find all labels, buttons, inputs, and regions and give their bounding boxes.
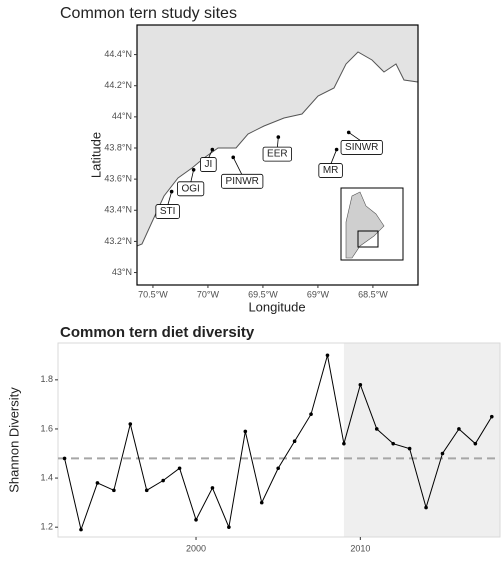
diversity-point bbox=[342, 441, 346, 446]
site-point bbox=[231, 155, 236, 160]
leader-line bbox=[330, 149, 337, 165]
leader-line bbox=[232, 157, 243, 176]
diversity-point bbox=[473, 441, 478, 446]
x-tick-label: 69°W bbox=[307, 289, 330, 299]
diversity-point bbox=[309, 412, 313, 417]
shaded-period bbox=[343, 343, 500, 537]
leader-line bbox=[348, 132, 362, 142]
x-tick-label: 2000 bbox=[186, 543, 206, 553]
leader-line bbox=[276, 137, 279, 149]
x-tick-label: 2010 bbox=[350, 543, 370, 553]
site-point bbox=[210, 147, 215, 152]
diversity-point bbox=[407, 446, 412, 451]
diversity-point bbox=[177, 466, 182, 471]
site-label: EER bbox=[267, 149, 288, 160]
site-label: SINWR bbox=[345, 142, 378, 153]
coastline bbox=[136, 24, 419, 247]
inset-map bbox=[340, 187, 404, 261]
label-box bbox=[221, 173, 264, 189]
x-tick-label: 68.5°W bbox=[358, 289, 388, 299]
label-box bbox=[318, 163, 343, 178]
leader-line bbox=[167, 191, 173, 206]
diversity-point bbox=[489, 414, 494, 419]
x-tick-label: 70.5°W bbox=[138, 289, 168, 299]
site-point bbox=[334, 147, 339, 152]
y-tick-label: 44.2°N bbox=[104, 80, 132, 90]
y-tick-label: 43.8°N bbox=[104, 142, 132, 152]
y-tick-label: 1.2 bbox=[40, 522, 53, 532]
leader-line bbox=[190, 169, 195, 183]
label-box bbox=[177, 181, 205, 197]
diversity-point bbox=[424, 505, 428, 510]
diversity-point bbox=[358, 382, 363, 387]
y-tick-label: 1.6 bbox=[40, 423, 53, 433]
y-tick-label: 1.8 bbox=[40, 374, 53, 384]
diversity-point bbox=[259, 500, 264, 505]
site-label: PINWR bbox=[226, 176, 259, 187]
diversity-point bbox=[440, 451, 445, 456]
plot-frame bbox=[57, 342, 501, 538]
diversity-point bbox=[144, 488, 149, 493]
map-frame bbox=[136, 24, 419, 286]
diversity-point bbox=[325, 353, 330, 358]
y-tick-label: 1.4 bbox=[40, 472, 53, 482]
label-box bbox=[155, 204, 180, 219]
diversity-point bbox=[128, 422, 133, 426]
site-point bbox=[276, 135, 281, 139]
site-label: STI bbox=[160, 206, 176, 217]
inset-box bbox=[357, 230, 379, 248]
diversity-point bbox=[210, 486, 215, 490]
y-axis-label: Shannon Diversity bbox=[6, 387, 21, 493]
diversity-point bbox=[194, 518, 198, 522]
site-label: MR bbox=[323, 165, 339, 176]
diversity-point bbox=[112, 488, 116, 493]
diversity-point bbox=[161, 478, 165, 483]
diversity-point bbox=[276, 466, 280, 471]
site-point bbox=[191, 167, 196, 172]
label-box bbox=[200, 157, 217, 172]
x-axis-label: Longitude bbox=[248, 299, 305, 314]
inset-state bbox=[345, 191, 385, 259]
x-tick-label: 69.5°W bbox=[248, 289, 278, 299]
y-tick-label: 43.2°N bbox=[104, 236, 132, 246]
diversity-point bbox=[243, 429, 248, 434]
x-tick-label: 70°W bbox=[197, 289, 220, 299]
label-box bbox=[340, 140, 383, 155]
y-axis-label: Latitude bbox=[88, 132, 103, 178]
diversity-point bbox=[227, 525, 231, 529]
site-point bbox=[169, 189, 174, 194]
diversity-point bbox=[391, 441, 395, 446]
line-title: Common tern diet diversity bbox=[60, 324, 255, 341]
y-tick-label: 43.4°N bbox=[104, 205, 132, 215]
diversity-point bbox=[374, 427, 379, 431]
diversity-point bbox=[457, 427, 461, 431]
y-tick-label: 44.4°N bbox=[104, 49, 132, 59]
map-title: Common tern study sites bbox=[60, 5, 237, 22]
site-label: OGI bbox=[181, 183, 199, 194]
site-point bbox=[346, 130, 351, 135]
y-tick-label: 44°N bbox=[112, 111, 132, 121]
diversity-point bbox=[95, 481, 100, 485]
y-tick-label: 43.6°N bbox=[104, 174, 132, 184]
diversity-point bbox=[62, 456, 67, 461]
label-box bbox=[262, 146, 293, 162]
site-label: JI bbox=[204, 159, 212, 170]
y-tick-label: 43°N bbox=[112, 267, 132, 277]
diversity-point bbox=[79, 527, 83, 532]
diversity-point bbox=[292, 439, 297, 444]
